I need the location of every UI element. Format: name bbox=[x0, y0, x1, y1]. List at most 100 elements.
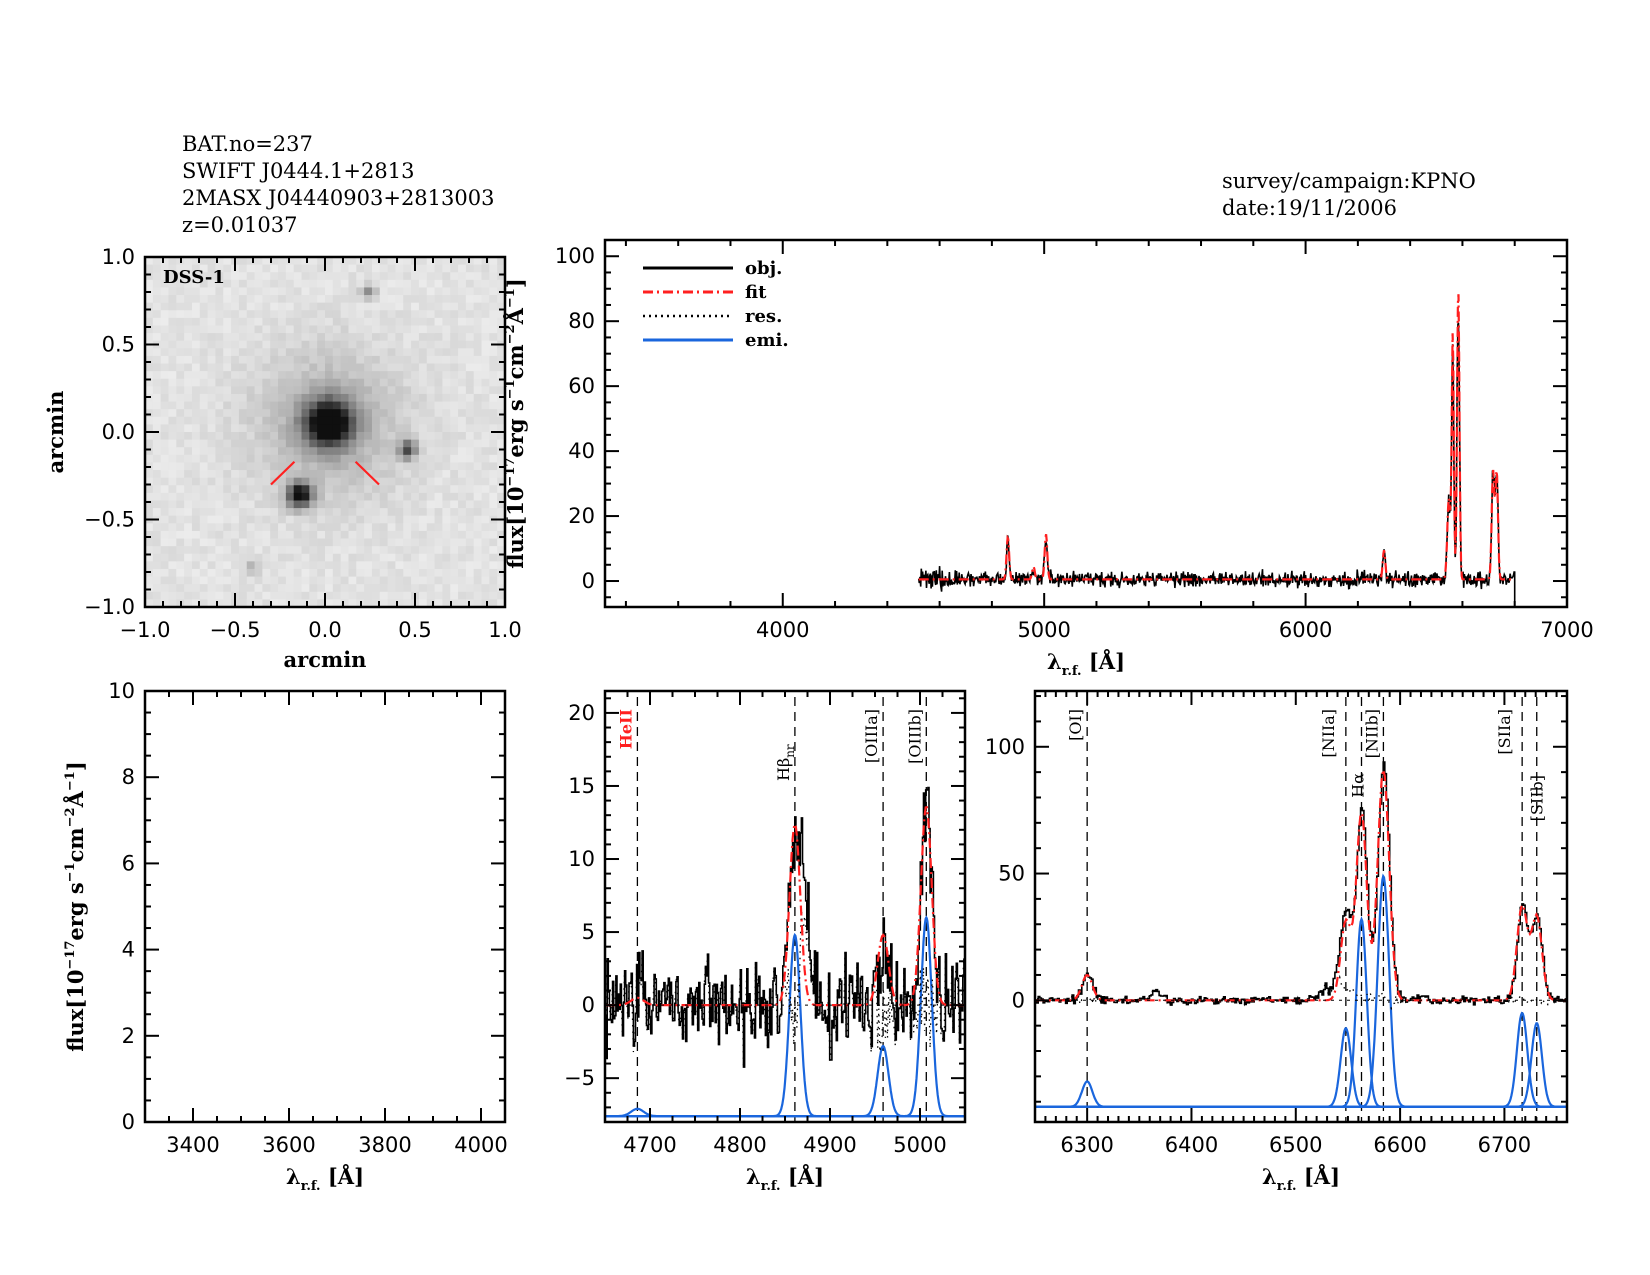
image-pixel bbox=[426, 454, 436, 464]
image-pixel bbox=[270, 485, 279, 494]
image-pixel bbox=[246, 584, 256, 593]
x-axis-label: λr.f. [Å] bbox=[746, 1164, 824, 1194]
image-pixel bbox=[497, 439, 506, 448]
image-pixel bbox=[270, 279, 279, 289]
image-pixel bbox=[411, 287, 420, 296]
image-pixel bbox=[403, 363, 412, 372]
image-pixel bbox=[145, 378, 154, 387]
image-pixel bbox=[348, 523, 357, 532]
image-pixel bbox=[152, 355, 162, 365]
image-pixel bbox=[426, 264, 436, 273]
image-pixel bbox=[207, 553, 217, 562]
image-pixel bbox=[332, 264, 342, 273]
image-pixel bbox=[481, 485, 490, 494]
image-pixel bbox=[340, 599, 350, 608]
image-pixel bbox=[191, 599, 201, 608]
image-pixel bbox=[207, 515, 217, 524]
image-pixel bbox=[285, 264, 295, 273]
image-pixel bbox=[411, 576, 420, 585]
image-pixel bbox=[465, 340, 475, 349]
image-pixel bbox=[207, 530, 217, 540]
image-pixel bbox=[434, 317, 443, 327]
image-pixel bbox=[231, 302, 240, 311]
image-pixel bbox=[285, 257, 295, 266]
image-pixel bbox=[348, 561, 357, 570]
image-pixel bbox=[403, 553, 412, 562]
image-pixel bbox=[395, 546, 404, 555]
image-pixel bbox=[262, 485, 271, 494]
image-pixel bbox=[379, 401, 389, 410]
image-pixel bbox=[458, 530, 467, 540]
image-pixel bbox=[254, 454, 263, 464]
image-pixel bbox=[387, 302, 397, 311]
image-pixel bbox=[418, 584, 428, 593]
image-pixel bbox=[379, 302, 389, 311]
image-pixel bbox=[379, 470, 389, 479]
image-pixel bbox=[434, 409, 443, 418]
image-pixel bbox=[152, 333, 162, 342]
image-pixel bbox=[442, 454, 451, 464]
image-pixel bbox=[231, 310, 240, 319]
image-pixel bbox=[309, 561, 318, 570]
image-pixel bbox=[442, 477, 451, 486]
image-pixel bbox=[450, 317, 459, 327]
image-pixel bbox=[238, 264, 248, 273]
image-pixel bbox=[152, 317, 162, 327]
image-pixel bbox=[450, 333, 459, 342]
image-pixel bbox=[395, 599, 404, 608]
image-pixel bbox=[278, 561, 287, 570]
image-pixel bbox=[434, 599, 443, 608]
image-pixel bbox=[450, 538, 459, 547]
image-pixel bbox=[207, 523, 217, 532]
image-pixel bbox=[395, 325, 404, 334]
image-pixel bbox=[364, 317, 373, 327]
image-pixel bbox=[191, 287, 201, 296]
image-pixel bbox=[285, 432, 295, 441]
image-pixel bbox=[340, 333, 350, 342]
image-pixel bbox=[293, 416, 303, 425]
image-pixel bbox=[442, 333, 451, 342]
image-pixel bbox=[309, 272, 318, 281]
image-pixel bbox=[473, 378, 483, 387]
image-pixel bbox=[395, 523, 404, 532]
image-pixel bbox=[481, 515, 490, 524]
image-pixel bbox=[317, 561, 326, 570]
image-pixel bbox=[317, 295, 326, 304]
image-pixel bbox=[387, 386, 397, 395]
image-pixel bbox=[364, 553, 373, 562]
image-pixel bbox=[301, 264, 310, 273]
image-pixel bbox=[473, 401, 483, 410]
image-pixel bbox=[301, 591, 310, 600]
image-pixel bbox=[293, 279, 303, 289]
image-pixel bbox=[450, 272, 459, 281]
image-pixel bbox=[184, 416, 193, 425]
image-pixel bbox=[411, 546, 420, 555]
image-pixel bbox=[364, 257, 373, 266]
image-pixel bbox=[301, 401, 310, 410]
image-pixel bbox=[418, 401, 428, 410]
image-pixel bbox=[418, 355, 428, 365]
image-pixel bbox=[285, 584, 295, 593]
image-pixel bbox=[301, 508, 310, 517]
image-pixel bbox=[473, 432, 483, 441]
image-pixel bbox=[379, 477, 389, 486]
image-pixel bbox=[152, 591, 162, 600]
image-pixel bbox=[332, 500, 342, 509]
image-pixel bbox=[262, 279, 271, 289]
image-pixel bbox=[238, 523, 248, 532]
emi-component-line bbox=[1035, 1011, 1567, 1108]
image-pixel bbox=[379, 584, 389, 593]
image-pixel bbox=[458, 546, 467, 555]
image-pixel bbox=[403, 439, 412, 448]
image-pixel bbox=[207, 302, 217, 311]
image-pixel bbox=[418, 348, 428, 357]
image-pixel bbox=[223, 439, 232, 448]
image-pixel bbox=[145, 310, 154, 319]
image-pixel bbox=[262, 568, 271, 578]
image-pixel bbox=[309, 393, 318, 403]
image-pixel bbox=[340, 325, 350, 334]
image-pixel bbox=[356, 553, 365, 562]
image-pixel bbox=[254, 492, 263, 502]
image-pixel bbox=[426, 355, 436, 365]
image-pixel bbox=[395, 348, 404, 357]
